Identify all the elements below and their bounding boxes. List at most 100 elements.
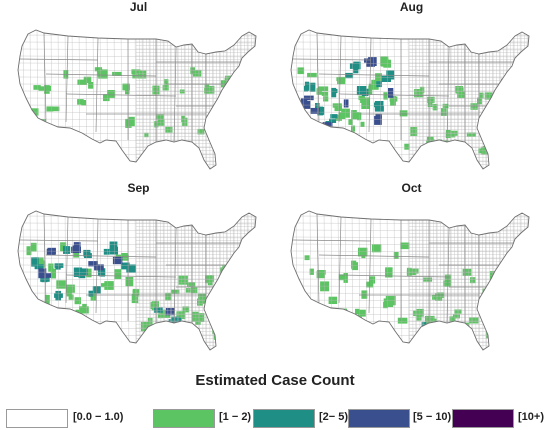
- county-cell-level-1: [197, 298, 203, 306]
- state-borders: [292, 32, 529, 143]
- map-panel-oct: Oct: [279, 181, 544, 371]
- county-cell-level-1: [231, 254, 238, 264]
- county-cell-level-1: [470, 103, 478, 110]
- national-border: [290, 29, 530, 170]
- panel-title: Sep: [127, 181, 150, 195]
- county-cell-level-1: [445, 132, 456, 138]
- county-cell-level-1: [316, 271, 325, 279]
- county-cell-level-1: [479, 92, 484, 99]
- county-cell-level-1: [187, 282, 196, 288]
- county-cell-level-1: [351, 110, 357, 120]
- county-cell-level-1: [371, 79, 377, 88]
- county-cell-level-1: [358, 309, 366, 317]
- county-cell-level-1: [383, 302, 388, 309]
- county-cell-level-1: [26, 246, 32, 256]
- county-cell-level-1: [155, 114, 164, 120]
- map-panel-sep: Sep: [6, 181, 271, 371]
- land-fill: [18, 211, 256, 350]
- land-fill: [18, 30, 256, 169]
- county-cell-level-1: [207, 278, 213, 286]
- county-cell-level-1: [163, 334, 169, 344]
- county-cell-level-1: [125, 277, 134, 287]
- legend-label-0-1: [0.0 − 1.0): [73, 411, 124, 423]
- county-cell-level-1: [131, 294, 139, 304]
- county-cell-level-2: [361, 88, 369, 97]
- county-cell-level-1: [104, 282, 112, 288]
- county-cell-level-2: [330, 114, 338, 119]
- legend-label-5-10: [5 − 10): [413, 411, 452, 423]
- county-cell-level-1: [224, 290, 229, 298]
- county-cell-level-1: [416, 308, 424, 317]
- county-cell-level-1: [68, 294, 74, 300]
- legend-swatch-5-10: [348, 409, 410, 428]
- county-cell-level-2: [109, 246, 118, 255]
- county-cell-level-2: [103, 248, 110, 255]
- county-cell-level-3: [73, 242, 81, 252]
- county-cell-level-1: [500, 339, 511, 345]
- county-cell-level-1: [455, 87, 464, 94]
- county-cell-level-1: [512, 69, 522, 80]
- county-cell-level-2: [345, 72, 354, 79]
- legend-label-10-plus: [10+): [518, 411, 544, 423]
- county-cell-level-1: [380, 58, 389, 67]
- county-cell-level-1: [122, 83, 130, 91]
- county-cell-level-1: [351, 262, 358, 271]
- county-cell-level-1: [470, 277, 476, 284]
- county-cell-level-1: [112, 71, 122, 76]
- county-cell-level-1: [337, 80, 346, 85]
- county-cell-level-1: [182, 306, 190, 313]
- county-cell-level-1: [44, 294, 50, 302]
- county-cell-level-1: [231, 99, 239, 107]
- county-cell-level-1: [432, 103, 438, 111]
- county-cell-level-1: [158, 335, 166, 340]
- county-cell-level-1: [318, 86, 329, 92]
- land-fill: [291, 211, 529, 350]
- county-cell-level-1: [48, 263, 54, 272]
- county-cell-level-1: [307, 72, 317, 78]
- county-cell-level-3: [47, 247, 56, 254]
- county-cell-level-1: [502, 264, 508, 269]
- state-borders: [19, 32, 256, 143]
- county-cell-level-3: [310, 107, 320, 114]
- county-cell-level-1: [158, 313, 164, 319]
- county-cell-level-3: [304, 95, 314, 101]
- county-cell-level-2: [318, 107, 325, 115]
- county-cell-level-3: [388, 88, 394, 98]
- county-cell-level-1: [178, 275, 188, 285]
- county-cell-level-1: [297, 67, 305, 75]
- us-county-map: [290, 210, 530, 351]
- county-cell-level-1: [477, 97, 482, 105]
- county-cell-level-1: [397, 317, 408, 324]
- county-cell-level-1: [171, 289, 180, 294]
- county-cell-level-1: [506, 78, 513, 84]
- county-cell-level-3: [88, 261, 98, 267]
- county-cell-level-2: [120, 262, 130, 270]
- county-cell-level-1: [442, 326, 451, 332]
- county-cell-level-2: [92, 286, 101, 294]
- legend-title: Estimated Case Count: [195, 372, 355, 389]
- county-cell-level-1: [195, 319, 201, 325]
- county-cell-level-1: [348, 131, 355, 140]
- county-cell-level-1: [399, 110, 408, 117]
- county-cell-level-1: [190, 287, 198, 294]
- us-county-map: [17, 210, 257, 351]
- us-county-map: [290, 29, 530, 170]
- county-cell-level-1: [420, 86, 425, 94]
- county-cell-level-2: [329, 118, 337, 123]
- county-cell-level-1: [338, 274, 347, 281]
- county-cell-level-1: [361, 101, 370, 109]
- county-cell-level-1: [30, 242, 37, 252]
- county-cell-level-1: [390, 96, 396, 106]
- county-cell-level-1: [351, 125, 356, 132]
- county-cell-level-1: [38, 86, 46, 91]
- county-cell-level-1: [371, 244, 382, 253]
- county-cell-level-1: [443, 280, 452, 287]
- county-cell-level-2: [309, 82, 316, 92]
- county-cell-level-1: [66, 284, 75, 293]
- county-cell-level-3: [343, 99, 349, 108]
- national-border: [17, 29, 257, 170]
- county-cell-level-1: [369, 276, 376, 284]
- county-cell-level-1: [85, 268, 92, 278]
- county-cell-level-2: [356, 90, 365, 96]
- county-cell-level-1: [439, 147, 445, 153]
